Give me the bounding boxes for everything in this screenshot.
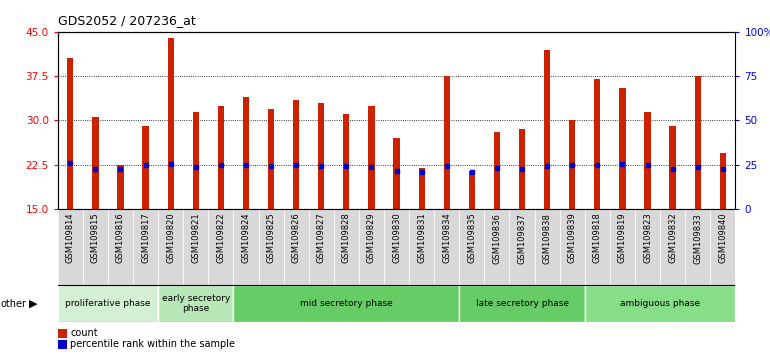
Text: GSM109821: GSM109821 [191,213,200,263]
Bar [644,112,651,209]
Bar [560,209,584,285]
Bar [83,209,108,285]
Bar [669,126,676,209]
Text: GSM109836: GSM109836 [493,213,501,263]
Bar [233,209,259,285]
Text: GSM109837: GSM109837 [517,213,527,263]
Bar [192,112,199,209]
Text: GSM109832: GSM109832 [668,213,677,263]
Bar [720,153,726,209]
Bar [444,76,450,209]
Text: GSM109826: GSM109826 [292,213,300,263]
Text: GDS2052 / 207236_at: GDS2052 / 207236_at [58,14,196,27]
Bar [58,209,83,285]
Text: other: other [1,298,27,309]
Text: GSM109828: GSM109828 [342,213,351,263]
Bar [393,138,400,209]
Bar [117,165,124,209]
Bar [685,209,710,285]
Bar [484,209,510,285]
Text: ▶: ▶ [29,298,38,309]
Bar [58,285,158,322]
Text: ambiguous phase: ambiguous phase [620,299,700,308]
Text: GSM109827: GSM109827 [316,213,326,263]
Bar [183,209,209,285]
Bar [695,76,701,209]
Bar [233,285,459,322]
Text: mid secretory phase: mid secretory phase [300,299,393,308]
Bar [610,209,635,285]
Text: percentile rank within the sample: percentile rank within the sample [70,339,235,349]
Text: GSM109818: GSM109818 [593,213,602,263]
Bar [334,209,359,285]
Text: GSM109819: GSM109819 [618,213,627,263]
Bar [158,209,183,285]
Text: count: count [70,329,98,338]
Bar [534,209,560,285]
Bar [268,109,274,209]
Bar [619,88,625,209]
Text: GSM109820: GSM109820 [166,213,176,263]
Bar [293,100,300,209]
Bar [584,209,610,285]
Text: GSM109823: GSM109823 [643,213,652,263]
Text: GSM109814: GSM109814 [65,213,75,263]
Bar [635,209,660,285]
Text: GSM109816: GSM109816 [116,213,125,263]
Bar [158,285,233,322]
Bar [544,50,551,209]
Bar [510,209,534,285]
Bar [419,167,425,209]
Text: GSM109835: GSM109835 [467,213,477,263]
Bar [409,209,434,285]
Bar [283,209,309,285]
Bar [218,105,224,209]
Text: GSM109839: GSM109839 [567,213,577,263]
Bar [494,132,500,209]
Bar [434,209,459,285]
Text: GSM109834: GSM109834 [442,213,451,263]
Text: GSM109831: GSM109831 [417,213,426,263]
Bar [469,171,475,209]
Text: GSM109817: GSM109817 [141,213,150,263]
Bar [318,103,324,209]
Text: GSM109840: GSM109840 [718,213,728,263]
Bar [710,209,735,285]
Text: early secretory
phase: early secretory phase [162,294,230,313]
Bar [133,209,158,285]
Text: GSM109833: GSM109833 [693,213,702,263]
Bar [92,118,99,209]
Bar [359,209,384,285]
Text: GSM109830: GSM109830 [392,213,401,263]
Text: proliferative phase: proliferative phase [65,299,151,308]
Bar [368,105,374,209]
Bar [243,97,249,209]
Text: GSM109838: GSM109838 [543,213,551,263]
Text: late secretory phase: late secretory phase [476,299,568,308]
Bar [108,209,133,285]
Bar [584,285,735,322]
Text: GSM109825: GSM109825 [266,213,276,263]
Bar [142,126,149,209]
Bar [259,209,283,285]
Text: GSM109815: GSM109815 [91,213,100,263]
Bar [519,129,525,209]
Bar [384,209,409,285]
Bar [168,38,174,209]
Bar [67,58,73,209]
Bar [569,120,575,209]
Bar [459,209,484,285]
Text: GSM109829: GSM109829 [367,213,376,263]
Bar [209,209,233,285]
Bar [309,209,334,285]
Text: GSM109822: GSM109822 [216,213,226,263]
Bar [594,79,601,209]
Bar [660,209,685,285]
Bar [343,114,350,209]
Text: GSM109824: GSM109824 [242,213,250,263]
Bar [459,285,584,322]
